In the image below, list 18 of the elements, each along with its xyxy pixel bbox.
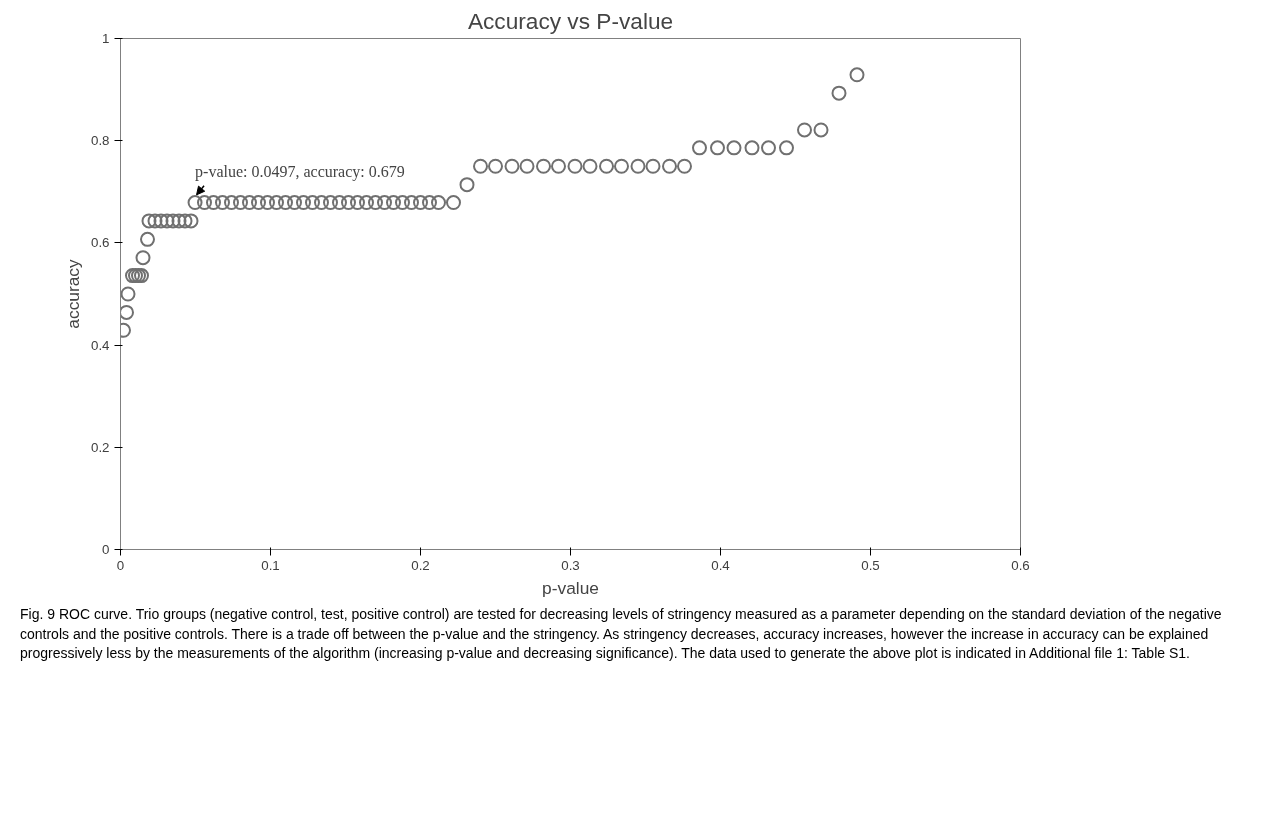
annotation: p-value: 0.0497, accuracy: 0.679 — [195, 162, 405, 181]
x-tick-label: 0.4 — [711, 557, 731, 573]
y-tick-label: 0.6 — [90, 235, 110, 251]
y-tick-label: 0.8 — [90, 133, 110, 149]
y-tick-label: 1 — [102, 31, 110, 46]
x-tick-label: 0.6 — [1011, 557, 1030, 573]
x-tick-label: 0 — [116, 557, 125, 573]
x-tick-label: 0.1 — [261, 557, 280, 573]
x-tick-label: 0.5 — [861, 557, 880, 573]
y-tick-label: 0 — [102, 542, 110, 557]
chart-title: Accuracy vs P-value — [467, 7, 674, 34]
y-tick-label: 0.2 — [90, 439, 110, 455]
y-tick-label: 0.4 — [90, 337, 111, 353]
x-tick-label: 0.3 — [561, 557, 580, 573]
y-axis-title: accuracy — [62, 259, 83, 329]
x-axis-title: p-value — [542, 577, 599, 598]
x-tick-label: 0.2 — [411, 557, 430, 573]
caption: Fig. 9 ROC curve. Trio groups (negative control, test, positive control) are tested for decreasing levels of stringency measured as a parameter depending on the standard deviation of the negative controls and the positive controls. There is a trade off between the p-value and the stringency. As stringency decreases, accuracy increases, however the increase in accuracy can be explained progressively less by the measurements of the algorithm (increasing p-value and decreasing significance). The data used to generate the above plot is indicated in Additional file 1: Table S1. — [20, 605, 1223, 664]
